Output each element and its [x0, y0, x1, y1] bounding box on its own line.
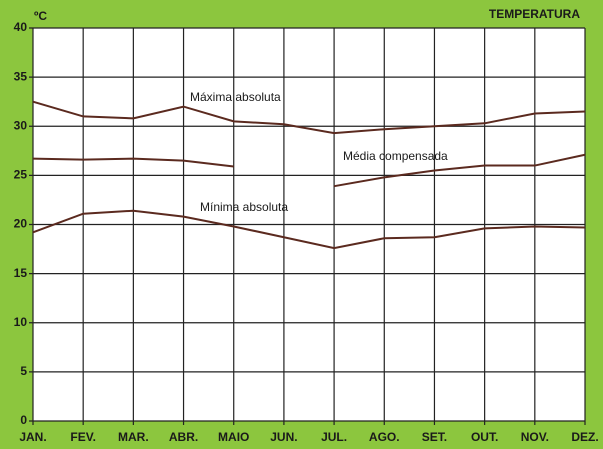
series-line	[32, 209, 586, 250]
x-tick-label: AGO.	[369, 430, 400, 444]
y-tick-label: 20	[14, 217, 28, 231]
y-tick-label: 40	[14, 20, 28, 34]
y-tick-label: 35	[14, 69, 28, 83]
x-tick-label: JAN.	[19, 430, 46, 444]
x-tick-label: FEV.	[70, 430, 96, 444]
series-label: Mínima absoluta	[200, 200, 288, 214]
y-tick-label: 5	[20, 364, 27, 378]
x-tick-label: NOV.	[521, 430, 549, 444]
y-tick-label: 0	[20, 413, 27, 427]
x-tick-label: DEZ.	[571, 430, 598, 444]
y-tick-label: 10	[14, 315, 28, 329]
y-tick-label: 30	[14, 118, 28, 132]
series-label: Máxima absoluta	[190, 90, 281, 104]
x-tick-label: ABR.	[169, 430, 198, 444]
series-line	[32, 153, 586, 188]
y-tick-label: 25	[14, 168, 28, 182]
y-tick-label: 15	[14, 266, 28, 280]
x-tick-label: SET.	[422, 430, 447, 444]
series-line	[32, 100, 586, 135]
chart-title: TEMPERATURA	[489, 7, 580, 21]
x-tick-label: MAR.	[118, 430, 149, 444]
y-axis-label: ºC	[34, 9, 47, 23]
x-tick-label: JUN.	[270, 430, 297, 444]
x-tick-label: OUT.	[471, 430, 498, 444]
series-label: Média compensada	[343, 149, 448, 163]
x-tick-label: MAIO	[218, 430, 249, 444]
x-tick-label: JUL.	[321, 430, 347, 444]
